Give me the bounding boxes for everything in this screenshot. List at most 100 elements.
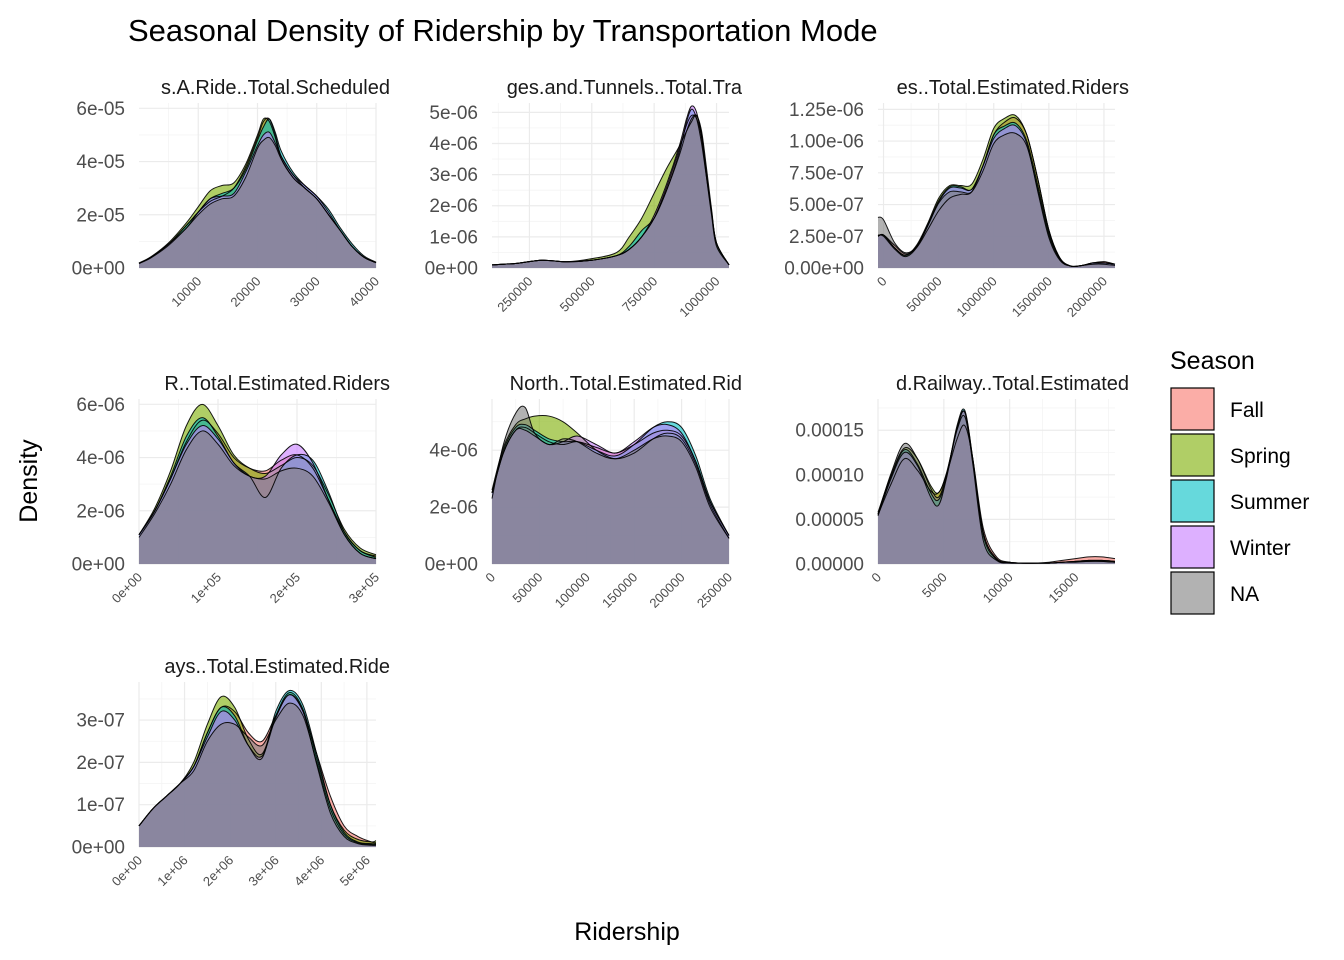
y-tick-label: 0.00010: [795, 465, 864, 486]
x-tick-label: 50000: [509, 570, 545, 606]
density-overlap: [139, 430, 376, 564]
legend-label: Spring: [1230, 445, 1291, 468]
density-outline-na: [138, 430, 377, 560]
density-outline-na: [877, 132, 1116, 267]
y-tick-label: 1.25e-06: [789, 100, 864, 121]
facet-strip-label: North..Total.Estimated.Rid: [510, 373, 742, 395]
x-tick-label: 0: [874, 274, 890, 290]
y-tick-label: 0e+00: [72, 555, 125, 576]
x-tick-label: 2000000: [1064, 274, 1110, 320]
y-tick-label: 0.00015: [795, 421, 864, 442]
legend-item-na: NA: [1170, 571, 1259, 615]
y-tick-label: 0e+00: [72, 838, 125, 859]
legend-item-summer: Summer: [1170, 479, 1309, 523]
x-tick-label: 20000: [227, 274, 263, 310]
x-tick-label: 250000: [694, 570, 735, 611]
legend-items: Fall Spring Summer Winter NA: [1170, 387, 1309, 615]
x-tick-label: 0: [868, 570, 884, 586]
y-tick-label: 1.00e-06: [789, 132, 864, 153]
legend-title: Season: [1170, 347, 1255, 375]
x-tick-label: 4e+06: [291, 853, 327, 889]
x-tick-label: 150000: [599, 570, 640, 611]
x-tick-label: 1e+06: [154, 853, 190, 889]
x-axis-title: Ridership: [574, 918, 680, 946]
x-tick-label: 10000: [168, 274, 204, 310]
legend-label: NA: [1230, 583, 1259, 606]
density-overlap: [492, 117, 729, 268]
x-tick-label: 3e+05: [346, 570, 382, 606]
density-overlap: [139, 137, 376, 268]
y-tick-label: 0e+00: [72, 259, 125, 280]
x-tick-label: 2e+05: [267, 570, 303, 606]
y-tick-label: 5e-06: [429, 103, 478, 124]
density-overlap: [139, 703, 376, 847]
facet-strip-label: es..Total.Estimated.Riders: [897, 77, 1129, 99]
legend: Season Fall Spring Summer Winter NA: [1170, 347, 1309, 615]
facet-panels: s.A.Ride..Total.Scheduled 0e+00 2e-05 4e-05…: [72, 77, 1129, 889]
y-tick-label: 0e+00: [425, 259, 478, 280]
facet-strip-label: d.Railway..Total.Estimated: [896, 373, 1129, 395]
x-tick-label: 200000: [646, 570, 687, 611]
facet-panel-7: ays..Total.Estimated.Ride 0e+00 1e-07 2e-07…: [72, 656, 390, 889]
y-tick-label: 4e-05: [76, 152, 125, 173]
facet-panel-2: ges.and.Tunnels..Total.Tra 0e+00 1e-06 2e-0…: [425, 77, 743, 320]
y-tick-label: 2e-06: [429, 196, 478, 217]
density-outline-fall: [491, 426, 730, 536]
y-tick-label: 4e-06: [76, 448, 125, 469]
facet-strip-label: s.A.Ride..Total.Scheduled: [161, 77, 390, 99]
legend-label: Summer: [1230, 491, 1309, 514]
density-outline-na: [491, 114, 730, 266]
x-tick-label: 250000: [494, 274, 535, 315]
facet-panel-4: R..Total.Estimated.Riders 0e+00 2e-06 4e-06…: [72, 373, 390, 606]
facet-panel-3: es..Total.Estimated.Riders 0.00e+00 2.50e-…: [784, 77, 1129, 320]
y-tick-label: 1e-07: [76, 795, 125, 816]
x-tick-label: 1000000: [676, 274, 722, 320]
x-tick-label: 40000: [346, 274, 382, 310]
y-tick-label: 3e-07: [76, 711, 125, 732]
y-tick-label: 5.00e-07: [789, 195, 864, 216]
y-tick-label: 2e-06: [429, 498, 478, 519]
legend-item-spring: Spring: [1170, 433, 1291, 477]
x-tick-label: 2e+06: [200, 853, 236, 889]
density-outline-na: [138, 136, 377, 264]
y-tick-label: 2e-05: [76, 205, 125, 226]
facet-strip-label: ges.and.Tunnels..Total.Tra: [507, 77, 743, 99]
y-tick-label: 6e-06: [76, 395, 125, 416]
density-outline-winter: [877, 410, 1116, 564]
density-outline-na: [138, 702, 377, 846]
density-outline-fall: [877, 424, 1116, 564]
density-outline-winter: [138, 131, 377, 264]
density-outline-summer: [138, 118, 377, 264]
facet-strip-label: R..Total.Estimated.Riders: [164, 373, 390, 395]
x-tick-label: 0: [482, 570, 498, 586]
facet-panel-6: d.Railway..Total.Estimated 0.00000 0.00005…: [795, 373, 1129, 606]
legend-key-swatch: [1170, 571, 1215, 615]
x-tick-label: 10000: [980, 570, 1016, 606]
x-tick-label: 750000: [619, 274, 660, 315]
facet-panel-1: s.A.Ride..Total.Scheduled 0e+00 2e-05 4e-05…: [72, 77, 390, 310]
y-tick-label: 2.50e-07: [789, 227, 864, 248]
legend-key-swatch: [1170, 525, 1215, 569]
y-tick-label: 0.00005: [795, 510, 864, 531]
x-tick-label: 1500000: [1009, 274, 1055, 320]
density-overlap: [878, 132, 1115, 268]
x-tick-label: 5000: [919, 570, 950, 601]
legend-item-winter: Winter: [1170, 525, 1291, 569]
legend-label: Winter: [1230, 537, 1291, 560]
x-tick-label: 5e+06: [337, 853, 373, 889]
x-tick-label: 500000: [557, 274, 598, 315]
legend-key-swatch: [1170, 387, 1215, 431]
y-tick-label: 0.00000: [795, 555, 864, 576]
y-tick-label: 6e-05: [76, 99, 125, 120]
x-tick-label: 500000: [903, 274, 944, 315]
density-outline-na: [877, 410, 1116, 564]
y-tick-label: 3e-06: [429, 165, 478, 186]
y-tick-label: 0.00e+00: [784, 259, 864, 280]
x-tick-label: 15000: [1045, 570, 1081, 606]
legend-key-swatch: [1170, 479, 1215, 523]
x-tick-label: 1e+05: [188, 570, 224, 606]
y-tick-label: 2e-06: [76, 501, 125, 522]
y-tick-label: 0e+00: [425, 555, 478, 576]
y-tick-label: 4e-06: [429, 441, 478, 462]
facet-strip-label: ays..Total.Estimated.Ride: [164, 656, 390, 678]
